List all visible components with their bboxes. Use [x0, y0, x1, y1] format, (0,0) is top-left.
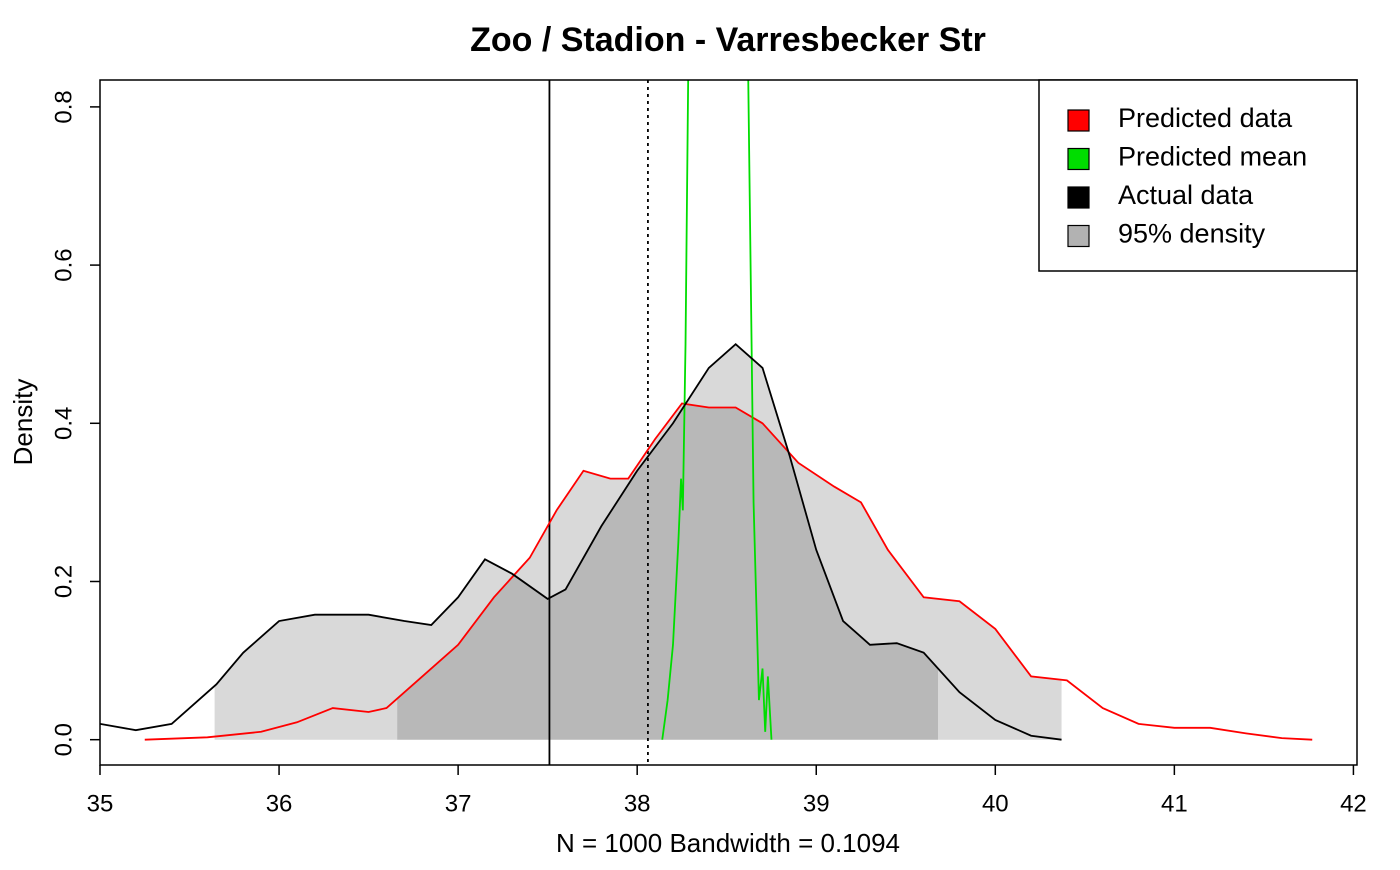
chart-title: Zoo / Stadion - Varresbecker Str [470, 21, 986, 59]
density-line [661, 80, 773, 740]
y-tick-label: 0.8 [50, 90, 77, 123]
legend-label: Actual data [1118, 180, 1254, 210]
plot-area [100, 80, 1313, 765]
legend-label: Predicted data [1118, 103, 1293, 133]
y-tick-label: 0.6 [50, 248, 77, 281]
x-tick-label: 36 [266, 790, 293, 817]
legend-swatch [1067, 109, 1090, 132]
y-tick-label: 0.2 [50, 565, 77, 598]
density-line [144, 402, 1313, 741]
y-axis-label: Density [8, 379, 38, 466]
legend-swatch [1067, 186, 1090, 209]
legend-label: 95% density [1118, 219, 1266, 249]
x-tick-label: 35 [87, 790, 114, 817]
y-tick-label: 0.4 [50, 407, 77, 440]
x-tick-label: 41 [1161, 790, 1188, 817]
x-axis-label: N = 1000 Bandwidth = 0.1094 [556, 828, 900, 858]
x-tick-label: 38 [624, 790, 651, 817]
legend-label: Predicted mean [1118, 142, 1307, 172]
plot-frame [99, 79, 1358, 766]
density-line [100, 342, 1062, 741]
x-tick-label: 39 [803, 790, 830, 817]
x-tick-label: 40 [982, 790, 1009, 817]
legend: Predicted data Predicted mean Actual data 9… [1038, 79, 1358, 272]
legend-box [1038, 79, 1358, 272]
y-tick-label: 0.0 [50, 723, 77, 756]
x-tick-label: 42 [1340, 790, 1367, 817]
density-interval [397, 403, 1062, 740]
x-tick-label: 37 [445, 790, 472, 817]
legend-swatch [1067, 147, 1090, 171]
legend-swatch [1067, 224, 1090, 248]
